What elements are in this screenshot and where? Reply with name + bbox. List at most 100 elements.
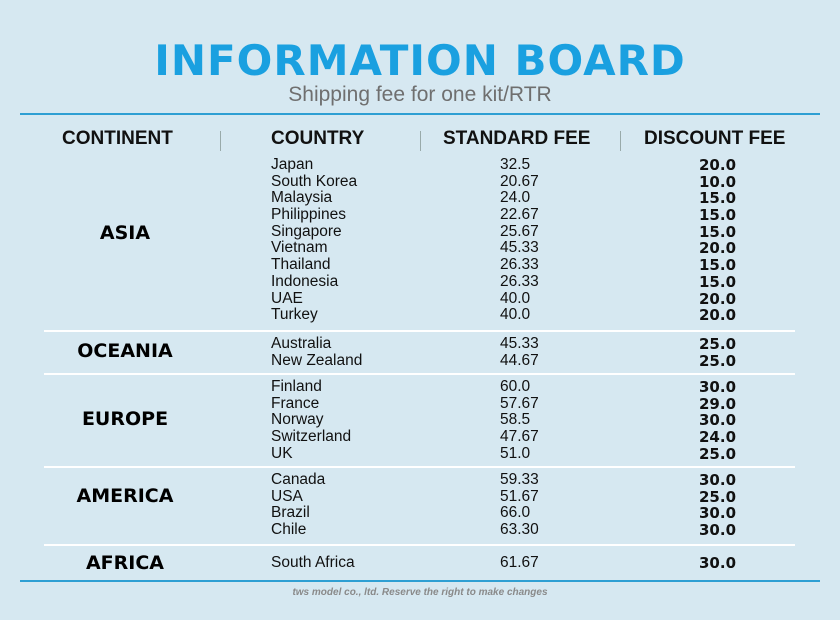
- discount-fee-cell: 20.0: [699, 289, 737, 308]
- group-divider: [44, 544, 795, 546]
- table-row: Thailand 26.33 15.0: [0, 256, 840, 275]
- table-row: Norway 58.5 30.0: [0, 412, 840, 429]
- table-row: Malaysia 24.0 15.0: [0, 190, 840, 207]
- country-cell: Indonesia: [271, 272, 339, 290]
- standard-fee-cell: 32.5: [500, 156, 531, 173]
- continent-label: OCEANIA: [77, 340, 173, 362]
- group-divider: [44, 330, 795, 332]
- country-cell: Thailand: [271, 256, 331, 274]
- country-cell: Canada: [271, 471, 326, 488]
- table-row: France 57.67 29.0: [0, 395, 840, 413]
- header-separator: [220, 131, 221, 151]
- table-row: Brazil 66.0 30.0: [0, 505, 840, 522]
- country-cell: Singapore: [271, 222, 342, 240]
- discount-fee-cell: 15.0: [699, 206, 737, 225]
- standard-fee-cell: 63.30: [500, 521, 539, 539]
- board-title: INFORMATION BOARD: [154, 36, 686, 85]
- continent-label: ASIA: [99, 222, 151, 244]
- standard-fee-cell: 66.0: [500, 504, 531, 522]
- country-cell: Finland: [271, 378, 322, 395]
- discount-fee-cell: 30.0: [699, 504, 737, 523]
- header-discount-fee: DISCOUNT FEE: [644, 128, 786, 149]
- header-standard-fee: STANDARD FEE: [443, 128, 591, 149]
- discount-fee-cell: 25.0: [699, 351, 737, 370]
- country-cell: USA: [271, 487, 303, 505]
- continent-rows: Japan 32.5 20.0 South Korea 20.67 10.0 Malaysi…: [0, 156, 840, 324]
- standard-fee-cell: 24.0: [500, 189, 531, 207]
- discount-fee-cell: 30.0: [699, 554, 737, 572]
- standard-fee-cell: 26.33: [500, 272, 539, 290]
- continent-rows: Canada 59.33 30.0 USA 51.67 25.0 Brazil 66.0 30.…: [0, 471, 840, 540]
- continent-label: AMERICA: [76, 485, 174, 507]
- column-headers: CONTINENT COUNTRY STANDARD FEE DISCOUNT …: [0, 128, 840, 154]
- header-separator: [620, 131, 621, 151]
- standard-fee-cell: 26.33: [500, 256, 539, 274]
- table-row: USA 51.67 25.0: [0, 487, 840, 506]
- country-cell: Vietnam: [271, 239, 328, 257]
- standard-fee-cell: 45.33: [500, 335, 539, 352]
- country-cell: UAE: [271, 289, 303, 307]
- header-separator: [420, 131, 421, 151]
- continent-label: EUROPE: [81, 408, 169, 430]
- table-row: Turkey 40.0 20.0: [0, 306, 840, 324]
- table-row: New Zealand 44.67 25.0: [0, 351, 840, 370]
- discount-fee-cell: 15.0: [699, 189, 737, 208]
- country-cell: New Zealand: [271, 351, 363, 369]
- discount-fee-cell: 30.0: [699, 521, 737, 540]
- discount-fee-cell: 30.0: [699, 411, 737, 430]
- discount-fee-cell: 15.0: [699, 256, 737, 275]
- header-continent: CONTINENT: [62, 128, 173, 149]
- standard-fee-cell: 40.0: [500, 289, 531, 307]
- top-rule: [20, 113, 820, 115]
- country-cell: Japan: [271, 156, 314, 173]
- table-row: Switzerland 47.67 24.0: [0, 428, 840, 447]
- standard-fee-cell: 47.67: [500, 428, 539, 446]
- table-row: Finland 60.0 30.0: [0, 378, 840, 396]
- table-row: Australia 45.33 25.0: [0, 335, 840, 353]
- discount-fee-cell: 20.0: [699, 156, 737, 174]
- table-row: Indonesia 26.33 15.0: [0, 272, 840, 291]
- continent-rows: South Africa 61.67 30.0: [0, 554, 840, 572]
- country-cell: Switzerland: [271, 428, 352, 446]
- standard-fee-cell: 60.0: [500, 378, 531, 395]
- table-row: UK 51.0 25.0: [0, 444, 840, 463]
- continent-rows: Finland 60.0 30.0 France 57.67 29.0 Norway 58.5…: [0, 378, 840, 463]
- header-country: COUNTRY: [271, 128, 365, 149]
- country-cell: Norway: [271, 411, 324, 429]
- bottom-rule: [20, 580, 820, 582]
- country-cell: Turkey: [271, 306, 318, 324]
- table-row: South Africa 61.67 30.0: [0, 554, 840, 572]
- standard-fee-cell: 22.67: [500, 206, 539, 224]
- continent-rows: Australia 45.33 25.0 New Zealand 44.67 25.0: [0, 335, 840, 370]
- discount-fee-cell: 30.0: [699, 378, 737, 396]
- country-cell: Brazil: [271, 504, 310, 522]
- standard-fee-cell: 51.67: [500, 487, 539, 505]
- table-row: South Korea 20.67 10.0: [0, 172, 840, 191]
- standard-fee-cell: 44.67: [500, 351, 539, 369]
- country-cell: Australia: [271, 335, 332, 352]
- country-cell: Chile: [271, 521, 307, 539]
- discount-fee-cell: 25.0: [699, 487, 737, 506]
- standard-fee-cell: 40.0: [500, 306, 531, 324]
- table-row: Canada 59.33 30.0: [0, 471, 840, 489]
- standard-fee-cell: 25.67: [500, 222, 539, 240]
- table-row: Japan 32.5 20.0: [0, 156, 840, 174]
- country-cell: South Africa: [271, 554, 355, 571]
- discount-fee-cell: 10.0: [699, 172, 737, 191]
- table-row: Vietnam 45.33 20.0: [0, 240, 840, 257]
- table-row: UAE 40.0 20.0: [0, 289, 840, 308]
- discount-fee-cell: 15.0: [699, 222, 737, 241]
- discount-fee-cell: 25.0: [699, 335, 737, 353]
- discount-fee-cell: 15.0: [699, 272, 737, 291]
- continent-label: AFRICA: [85, 552, 165, 574]
- discount-fee-cell: 24.0: [699, 428, 737, 447]
- country-cell: UK: [271, 444, 293, 462]
- standard-fee-cell: 51.0: [500, 444, 531, 462]
- group-divider: [44, 373, 795, 375]
- group-divider: [44, 466, 795, 468]
- standard-fee-cell: 45.33: [500, 239, 539, 257]
- standard-fee-cell: 20.67: [500, 172, 539, 190]
- table-row: Chile 63.30 30.0: [0, 521, 840, 540]
- standard-fee-cell: 58.5: [500, 411, 531, 429]
- table-row: Singapore 25.67 15.0: [0, 222, 840, 241]
